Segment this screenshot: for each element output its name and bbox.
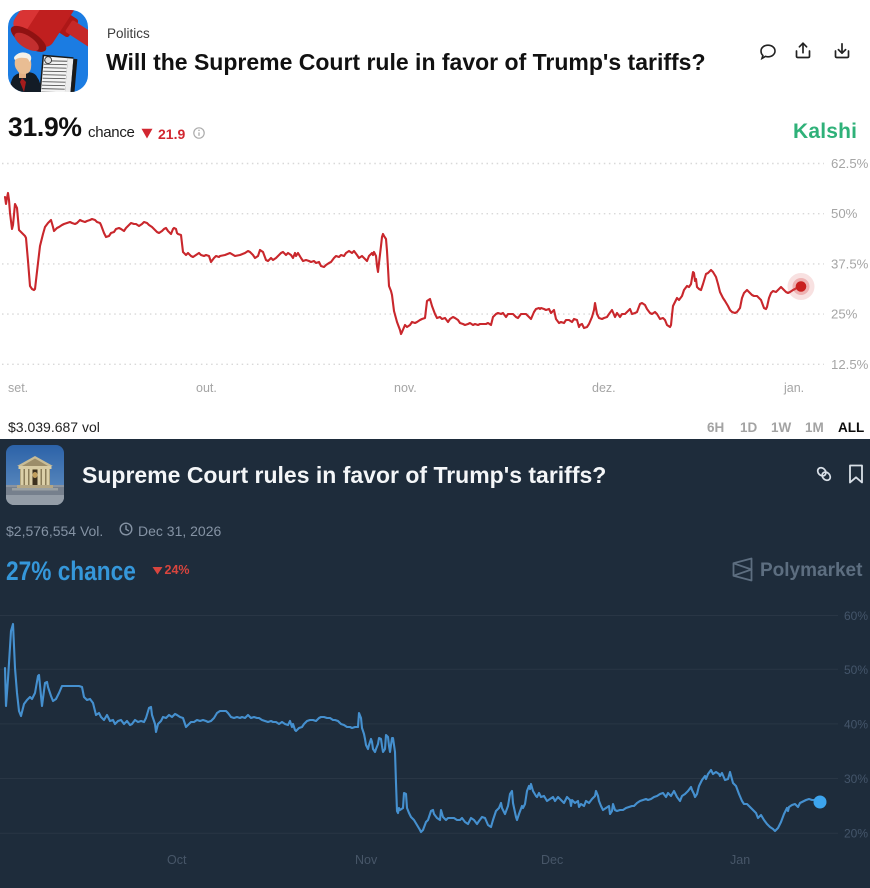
svg-text:20%: 20% [844,827,868,841]
svg-text:dez.: dez. [592,381,616,395]
svg-text:60%: 60% [844,609,868,623]
svg-text:12.5%: 12.5% [831,357,869,372]
svg-text:37.5%: 37.5% [831,256,869,271]
svg-text:Dec: Dec [541,853,563,867]
svg-text:50%: 50% [844,663,868,677]
svg-text:out.: out. [196,381,217,395]
svg-text:Oct: Oct [167,853,187,867]
svg-text:set.: set. [8,381,28,395]
svg-text:Jan: Jan [730,853,750,867]
svg-text:62.5%: 62.5% [831,156,869,171]
svg-text:Nov: Nov [355,853,378,867]
svg-text:jan.: jan. [783,381,804,395]
svg-text:30%: 30% [844,772,868,786]
svg-text:25%: 25% [831,307,858,322]
svg-text:40%: 40% [844,717,868,731]
svg-text:50%: 50% [831,206,858,221]
svg-text:nov.: nov. [394,381,417,395]
